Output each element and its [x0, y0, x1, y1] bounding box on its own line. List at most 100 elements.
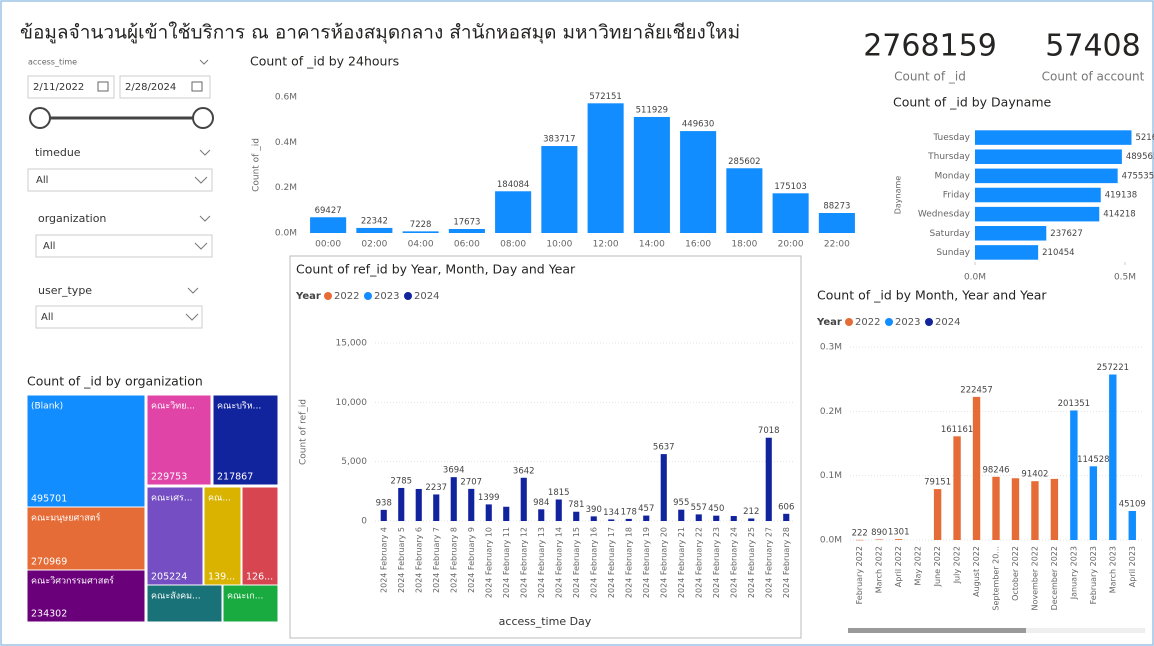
x-tick-label: 2024 February 18 — [624, 527, 633, 598]
x-tick-label: 2024 February 4 — [379, 527, 388, 593]
y-tick-label: 0.6M — [275, 93, 297, 103]
data-label: 955 — [673, 498, 689, 508]
cell-label: คณะมนุษยศาสตร์ — [31, 512, 101, 524]
bar — [625, 518, 632, 521]
data-label: 984 — [533, 498, 549, 508]
bar — [495, 191, 532, 233]
x-tick-label: 06:00 — [454, 240, 480, 250]
x-tick-label: April 2023 — [1128, 546, 1137, 587]
data-label: 383717 — [543, 135, 575, 145]
cell-label: คณะบริห... — [217, 401, 261, 412]
data-label: 1399 — [478, 493, 500, 503]
legend-label: 2022 — [334, 291, 359, 302]
chart-title: Count of _id by organization — [27, 374, 203, 389]
x-tick-label: 08:00 — [500, 240, 526, 250]
bar — [975, 206, 1100, 222]
x-tick-label: 20:00 — [778, 240, 804, 250]
bar — [975, 187, 1101, 203]
chevron[interactable] — [199, 59, 209, 65]
dropdown[interactable] — [35, 305, 203, 329]
data-label: 2707 — [460, 477, 482, 487]
date-input[interactable] — [119, 75, 211, 99]
y-tick-label: Saturday — [929, 229, 970, 239]
data-label: 557 — [691, 503, 707, 513]
y-tick-label: Sunday — [936, 248, 970, 258]
bar — [485, 504, 492, 521]
cell-value: 126... — [246, 572, 273, 583]
y-tick-label: 10,000 — [336, 398, 368, 408]
data-label: 3642 — [513, 466, 535, 476]
y-axis-label: Count of _id — [252, 138, 262, 192]
treemap-cell — [146, 486, 204, 586]
treemap-cell — [203, 486, 242, 586]
data-label: 88273 — [823, 201, 850, 211]
y-tick-label: Thursday — [927, 152, 971, 162]
chevron[interactable] — [194, 176, 208, 184]
x-tick-label: 0.0M — [964, 273, 986, 283]
x-tick-label: June 2022 — [933, 546, 942, 587]
chevron[interactable] — [185, 313, 199, 321]
x-tick-label: 2024 February 23 — [712, 527, 721, 598]
x-tick-label: November 2022 — [1030, 546, 1039, 611]
bar — [972, 396, 981, 540]
x-tick-label: 00:00 — [315, 240, 341, 250]
filter-label: user_type — [38, 284, 92, 297]
y-tick-label: 0.1M — [820, 471, 842, 481]
x-tick-label: October 2022 — [1011, 546, 1020, 601]
treemap-cell — [26, 569, 146, 623]
scroll-thumb[interactable] — [848, 628, 1026, 633]
bar — [1011, 478, 1020, 540]
bar — [503, 506, 510, 521]
x-tick-label: 2024 February 12 — [519, 527, 528, 598]
legend-label: 2022 — [855, 317, 880, 328]
panel — [289, 255, 802, 639]
x-tick-label: 2024 February 28 — [782, 527, 791, 598]
bar — [678, 509, 685, 521]
data-label: 511929 — [636, 105, 668, 115]
data-label: 1301 — [888, 528, 910, 538]
x-tick-label: 2024 February 17 — [607, 527, 616, 598]
x-tick-label: 12:00 — [593, 240, 619, 250]
calendar-icon[interactable] — [191, 81, 203, 92]
chevron[interactable] — [199, 149, 211, 156]
data-label: 414218 — [1103, 210, 1135, 220]
chevron[interactable] — [199, 215, 211, 222]
treemap-cell — [26, 506, 146, 571]
x-tick-label: 2024 February 20 — [659, 527, 668, 598]
bar — [660, 454, 667, 521]
x-tick-label: 16:00 — [685, 240, 711, 250]
x-tick-label: 2024 February 24 — [729, 527, 738, 598]
data-label: 2237 — [425, 483, 447, 493]
dropdown[interactable] — [27, 168, 213, 192]
x-tick-label: February 2023 — [1089, 546, 1098, 604]
bar — [1109, 374, 1117, 540]
y-tick-label: Wednesday — [918, 210, 971, 220]
cell-value: 205224 — [151, 572, 187, 583]
bar — [730, 516, 737, 521]
chart-title: Count of _id by Dayname — [893, 95, 1051, 110]
x-tick-label: July 2022 — [953, 546, 962, 584]
data-label: 178 — [621, 507, 637, 517]
date-input[interactable] — [27, 75, 115, 99]
dropdown-value: All — [41, 312, 53, 323]
data-label: 419138 — [1105, 191, 1137, 201]
bar — [992, 476, 1000, 540]
x-tick-label: 04:00 — [408, 240, 434, 250]
data-label: 22342 — [361, 216, 388, 226]
chevron[interactable] — [194, 242, 208, 250]
bar — [468, 488, 475, 521]
chevron[interactable] — [187, 287, 199, 294]
bar — [713, 515, 720, 521]
data-label: 3694 — [443, 466, 465, 476]
cell-value: 234302 — [31, 609, 67, 620]
cell-value: 270969 — [31, 557, 67, 568]
bar — [975, 130, 1132, 145]
data-label: 2785 — [390, 476, 412, 486]
slider-handle[interactable] — [192, 107, 214, 129]
data-label: 7228 — [410, 220, 432, 230]
dropdown[interactable] — [35, 234, 213, 258]
calendar-icon[interactable] — [97, 81, 109, 92]
x-tick-label: 0.5M — [1114, 273, 1136, 283]
slider-handle[interactable] — [29, 107, 51, 129]
